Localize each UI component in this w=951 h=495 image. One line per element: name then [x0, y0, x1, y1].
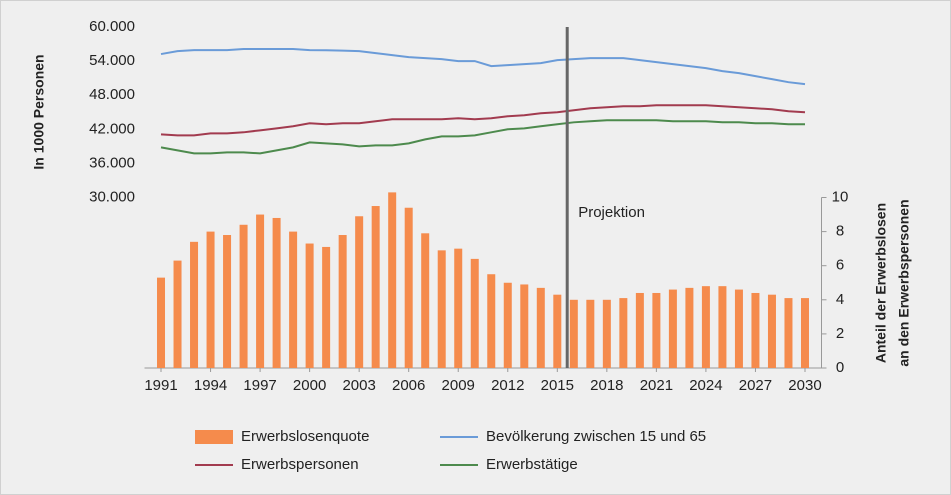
bar: [701, 286, 710, 368]
line: [160, 104, 806, 137]
bar: [635, 292, 644, 368]
bar: [586, 299, 595, 368]
bar: [305, 243, 314, 368]
bar: [272, 217, 281, 368]
x-tick-label: 2003: [342, 377, 375, 394]
bar: [503, 282, 512, 368]
bar: [190, 241, 199, 368]
x-tick-label: 1994: [194, 377, 227, 394]
x-tick-label: 2012: [491, 377, 524, 394]
bar: [388, 192, 397, 368]
x-tick-label: 1991: [144, 377, 177, 394]
line: [160, 48, 806, 86]
bar: [470, 258, 479, 368]
y2-tick-label: 8: [836, 223, 844, 240]
x-tick-label: 2018: [590, 377, 623, 394]
y2-tick-label: 4: [836, 291, 844, 308]
x-tick-label: 2015: [541, 377, 574, 394]
legend-swatch: [195, 430, 233, 444]
bar: [322, 246, 331, 368]
bar: [223, 235, 232, 368]
bar: [619, 298, 628, 368]
bar: [355, 216, 364, 368]
y2-tick-label: 2: [836, 325, 844, 342]
legend-label: Bevölkerung zwischen 15 und 65: [486, 428, 706, 445]
y-tick-label: 60.000: [89, 18, 135, 35]
bar: [718, 286, 727, 368]
bar: [404, 207, 413, 368]
bar: [767, 294, 776, 368]
bar: [437, 250, 446, 368]
legend-label: Erwerbslosenquote: [241, 428, 369, 445]
bar: [487, 274, 496, 368]
y2-axis-title: Anteil der Erwerbslosen: [873, 203, 889, 363]
bar: [454, 248, 463, 368]
bar: [421, 233, 430, 368]
bar: [569, 299, 578, 368]
y2-axis-title: an den Erwerbspersonen: [896, 199, 912, 366]
y-tick-label: 36.000: [89, 154, 135, 171]
bar: [256, 214, 265, 368]
bar: [520, 284, 529, 368]
y2-tick-label: 10: [832, 188, 849, 205]
x-tick-label: 2006: [392, 377, 425, 394]
bar: [784, 298, 793, 368]
bar: [157, 277, 166, 368]
legend-label: Erwerbstätige: [486, 456, 578, 473]
annotation: Projektion: [578, 204, 645, 221]
x-tick-label: 2027: [739, 377, 772, 394]
y2-tick-label: 6: [836, 257, 844, 274]
bar: [289, 231, 298, 368]
x-tick-label: 2000: [293, 377, 326, 394]
bar: [751, 292, 760, 368]
bar: [371, 206, 380, 368]
y-tick-label: 30.000: [89, 188, 135, 205]
y-tick-label: 48.000: [89, 86, 135, 103]
x-tick-label: 1997: [243, 377, 276, 394]
bar: [734, 289, 743, 368]
bar: [685, 287, 694, 368]
y-tick-label: 42.000: [89, 120, 135, 137]
y-axis-title: In 1000 Personen: [31, 54, 47, 169]
x-tick-label: 2024: [689, 377, 722, 394]
bar: [338, 235, 347, 368]
bar: [652, 292, 661, 368]
bar: [668, 289, 677, 368]
bar: [602, 299, 611, 368]
legend-label: Erwerbspersonen: [241, 456, 359, 473]
y2-tick-label: 0: [836, 359, 844, 376]
bar: [239, 224, 248, 368]
bar: [173, 260, 182, 368]
line: [160, 119, 805, 155]
bar: [800, 298, 809, 368]
bar: [553, 294, 562, 368]
bar: [536, 287, 545, 368]
x-tick-label: 2030: [788, 377, 821, 394]
bar: [206, 231, 215, 368]
y-tick-label: 54.000: [89, 52, 135, 69]
x-tick-label: 2009: [442, 377, 475, 394]
x-tick-label: 2021: [640, 377, 673, 394]
